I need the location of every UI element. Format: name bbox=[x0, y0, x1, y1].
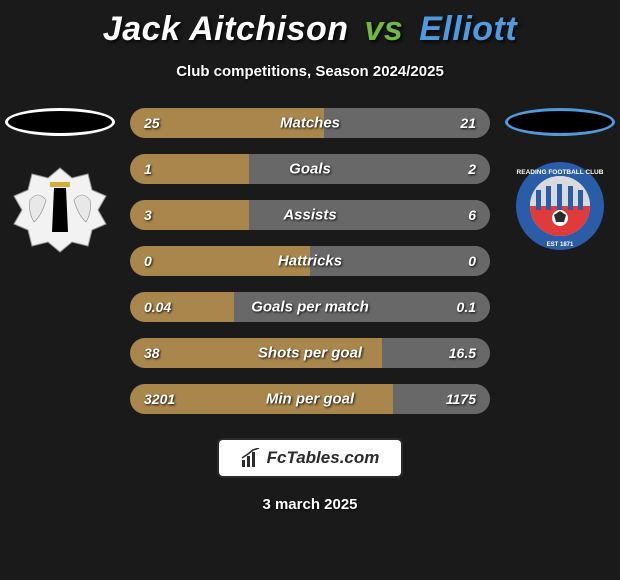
stat-value-right: 2 bbox=[468, 161, 476, 177]
stat-label: Shots per goal bbox=[258, 345, 362, 362]
stat-value-right: 16.5 bbox=[449, 345, 476, 361]
stat-row: Goals 1 2 bbox=[130, 154, 490, 184]
stat-label: Goals bbox=[289, 161, 331, 178]
stat-label: Assists bbox=[283, 207, 336, 224]
stat-value-left: 38 bbox=[144, 345, 160, 361]
stat-row: Min per goal 3201 1175 bbox=[130, 384, 490, 414]
player2-side: READING FOOTBALL CLUB EST 1871 bbox=[500, 108, 620, 252]
stat-row: Assists 3 6 bbox=[130, 200, 490, 230]
stat-row: Goals per match 0.04 0.1 bbox=[130, 292, 490, 322]
player1-photo-placeholder bbox=[5, 108, 115, 136]
player2-photo-placeholder bbox=[505, 108, 615, 136]
vs-label: vs bbox=[364, 10, 403, 48]
stat-value-left: 25 bbox=[144, 115, 160, 131]
stat-fill-right bbox=[249, 154, 490, 184]
body-row: Matches 25 21 Goals 1 2 Assists 3 6 Hattricks 0 0 Go… bbox=[0, 108, 620, 414]
player2-name: Elliott bbox=[419, 10, 517, 48]
date-label: 3 march 2025 bbox=[262, 496, 357, 513]
branding-text: FcTables.com bbox=[267, 448, 380, 468]
branding-badge: FcTables.com bbox=[219, 440, 402, 476]
stat-value-left: 1 bbox=[144, 161, 152, 177]
stat-value-right: 0.1 bbox=[457, 299, 476, 315]
stat-value-left: 0.04 bbox=[144, 299, 171, 315]
stat-row: Hattricks 0 0 bbox=[130, 246, 490, 276]
stat-value-left: 3 bbox=[144, 207, 152, 223]
stat-value-right: 1175 bbox=[446, 391, 476, 407]
page-title: Jack Aitchison vs Elliott bbox=[103, 10, 517, 49]
stat-row: Shots per goal 38 16.5 bbox=[130, 338, 490, 368]
stat-label: Matches bbox=[280, 115, 340, 132]
player2-club-crest: READING FOOTBALL CLUB EST 1871 bbox=[514, 160, 606, 252]
comparison-card: Jack Aitchison vs Elliott Club competiti… bbox=[0, 0, 620, 580]
stat-label: Min per goal bbox=[266, 391, 354, 408]
stats-list: Matches 25 21 Goals 1 2 Assists 3 6 Hattricks 0 0 Go… bbox=[120, 108, 500, 414]
stat-row: Matches 25 21 bbox=[130, 108, 490, 138]
stat-value-left: 3201 bbox=[144, 391, 175, 407]
stat-value-left: 0 bbox=[144, 253, 152, 269]
player1-name: Jack Aitchison bbox=[103, 10, 349, 48]
svg-text:READING FOOTBALL CLUB: READING FOOTBALL CLUB bbox=[517, 169, 604, 176]
stat-value-right: 0 bbox=[468, 253, 476, 269]
chart-icon bbox=[241, 448, 261, 468]
player1-club-crest bbox=[10, 160, 110, 260]
stat-label: Goals per match bbox=[251, 299, 369, 316]
stat-label: Hattricks bbox=[278, 253, 342, 270]
svg-text:EST 1871: EST 1871 bbox=[547, 242, 574, 248]
subtitle: Club competitions, Season 2024/2025 bbox=[176, 63, 444, 80]
player1-side bbox=[0, 108, 120, 260]
stat-value-right: 6 bbox=[468, 207, 476, 223]
stat-value-right: 21 bbox=[460, 115, 476, 131]
